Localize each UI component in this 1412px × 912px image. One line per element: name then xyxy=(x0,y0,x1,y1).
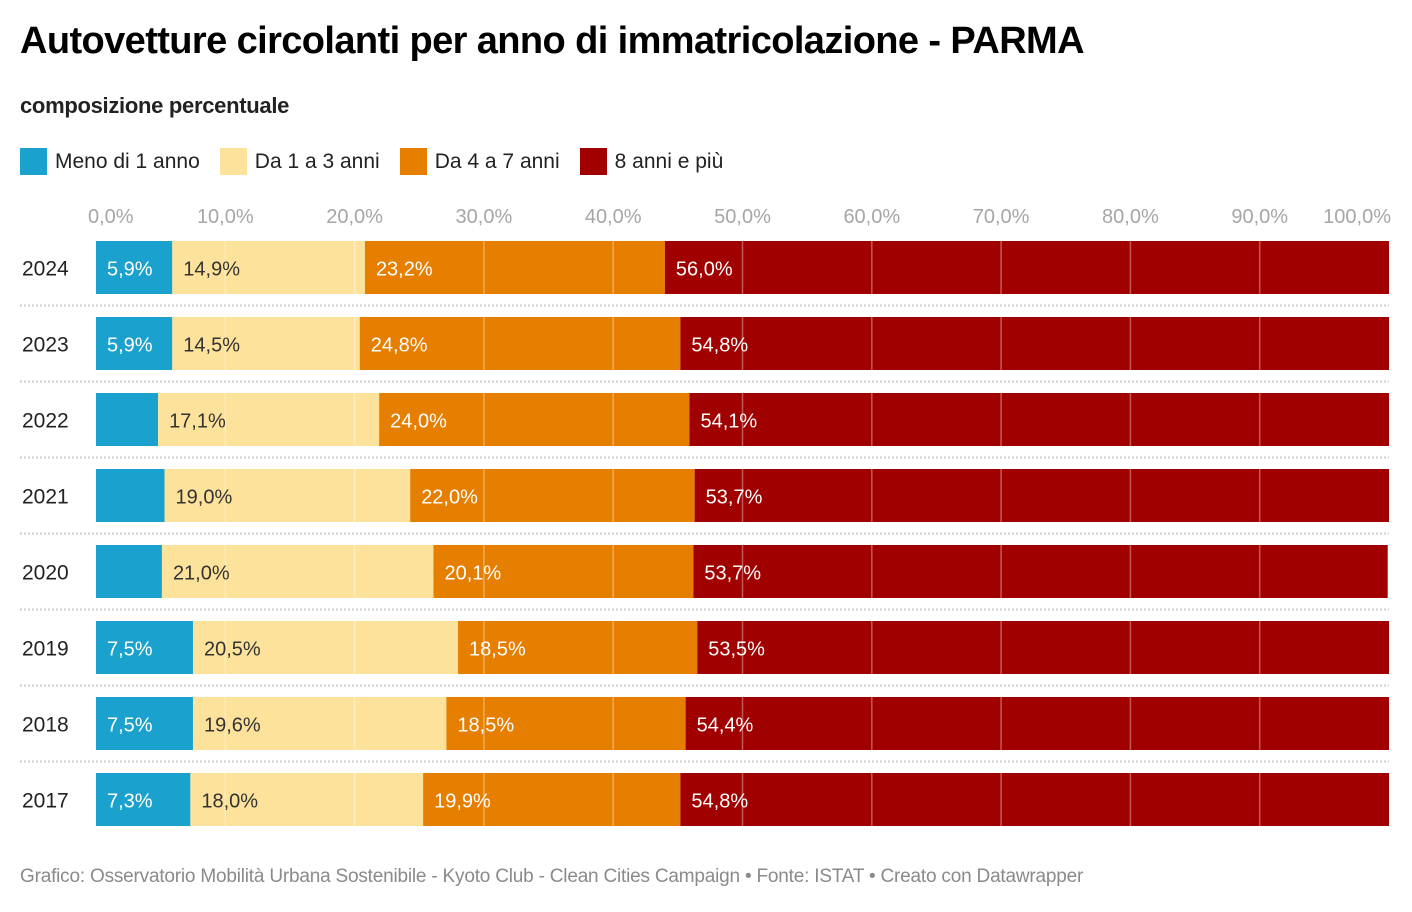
legend-label: 8 anni e più xyxy=(614,149,724,173)
y-category-label: 2024 xyxy=(22,258,69,281)
bar-segment xyxy=(364,241,665,294)
bar-segment xyxy=(96,393,159,446)
data-label: 19,6% xyxy=(204,715,261,737)
legend-item-8-anni-e-piu: 8 anni e più xyxy=(579,148,724,175)
bar-segment xyxy=(96,697,193,750)
bar-segment xyxy=(192,621,459,674)
chart-footer-credits: Grafico: Osservatorio Mobilità Urbana So… xyxy=(20,866,1084,887)
bar-segment xyxy=(423,773,681,826)
legend-item-meno-di-1-anno: Meno di 1 anno xyxy=(20,148,200,175)
data-label: 7,5% xyxy=(107,715,153,737)
x-tick-label: 20,0% xyxy=(326,206,383,228)
bar-segment xyxy=(96,621,193,674)
bar-segment xyxy=(693,545,1388,598)
chart-title: Autovetture circolanti per anno di immat… xyxy=(20,20,1085,62)
data-label: 5,9% xyxy=(107,335,153,357)
x-tick-label: 30,0% xyxy=(456,206,513,228)
bar-segment xyxy=(172,241,365,294)
stacked-bar-chart: 0,0% 10,0% 20,0% 30,0% 40,0% 50,0% 60,0% 70,0% 8… xyxy=(20,206,1391,826)
data-label: 56,0% xyxy=(676,259,733,281)
data-label: 17,1% xyxy=(169,411,226,433)
y-category-label: 2020 xyxy=(22,562,69,585)
data-label: 14,9% xyxy=(183,259,240,281)
data-label: 7,5% xyxy=(107,639,153,661)
legend-swatch xyxy=(399,148,427,175)
data-label: 7,3% xyxy=(107,791,153,813)
bar-segment xyxy=(190,773,424,826)
x-tick-label: 90,0% xyxy=(1231,206,1288,228)
x-tick-label: 80,0% xyxy=(1102,206,1159,228)
y-category-label: 2021 xyxy=(22,486,69,509)
chart-subtitle: composizione percentuale xyxy=(20,93,290,118)
bar-segment xyxy=(96,545,162,598)
y-category-label: 2023 xyxy=(22,334,69,357)
x-tick-label: 60,0% xyxy=(843,206,900,228)
bar-segment xyxy=(96,469,165,522)
data-label: 54,8% xyxy=(691,335,748,357)
y-category-label: 2019 xyxy=(22,638,69,661)
data-label: 14,5% xyxy=(183,335,240,357)
legend-item-da-4-a-7-anni: Da 4 a 7 anni xyxy=(399,148,560,175)
bar-segment xyxy=(680,317,1389,370)
bar-segment xyxy=(158,393,380,446)
bar-segment xyxy=(96,773,191,826)
legend: Meno di 1 anno Da 1 a 3 anni Da 4 a 7 an… xyxy=(20,148,743,175)
data-label: 18,0% xyxy=(201,791,258,813)
data-label: 18,5% xyxy=(469,639,526,661)
data-label: 54,4% xyxy=(697,715,754,737)
bar-segment xyxy=(664,241,1389,294)
data-label: 23,2% xyxy=(376,259,433,281)
x-tick-label: 70,0% xyxy=(973,206,1030,228)
x-tick-label: 0,0% xyxy=(88,206,134,228)
bar-segment xyxy=(192,697,447,750)
data-label: 19,9% xyxy=(434,791,491,813)
bar-segment xyxy=(680,773,1389,826)
x-tick-label: 40,0% xyxy=(585,206,642,228)
data-label: 19,0% xyxy=(176,487,233,509)
bar-segment xyxy=(96,241,173,294)
bar-segment xyxy=(694,469,1389,522)
data-label: 53,5% xyxy=(708,639,765,661)
data-label: 24,8% xyxy=(371,335,428,357)
bar-segment xyxy=(379,393,690,446)
x-tick-label: 10,0% xyxy=(197,206,254,228)
legend-label: Da 1 a 3 anni xyxy=(254,149,380,173)
legend-swatch xyxy=(219,148,247,175)
bar-segment xyxy=(410,469,695,522)
bar-segment xyxy=(161,545,434,598)
data-label: 53,7% xyxy=(706,487,763,509)
data-label: 53,7% xyxy=(704,563,761,585)
bar-segment xyxy=(433,545,694,598)
y-category-label: 2017 xyxy=(22,790,69,813)
bar-segment xyxy=(697,621,1389,674)
bar-segment xyxy=(164,469,411,522)
legend-swatch xyxy=(579,148,607,175)
bar-segment xyxy=(359,317,681,370)
bar-segment xyxy=(446,697,686,750)
data-label: 24,0% xyxy=(390,411,447,433)
bar-segment xyxy=(458,621,698,674)
y-category-label: 2022 xyxy=(22,410,69,433)
legend-label: Da 4 a 7 anni xyxy=(434,149,560,173)
data-label: 20,1% xyxy=(444,563,501,585)
data-label: 5,9% xyxy=(107,259,153,281)
x-tick-label: 100,0% xyxy=(1323,206,1391,228)
data-label: 22,0% xyxy=(421,487,478,509)
legend-swatch xyxy=(20,148,47,175)
data-label: 20,5% xyxy=(204,639,261,661)
legend-label: Meno di 1 anno xyxy=(55,149,200,173)
data-label: 54,1% xyxy=(700,411,757,433)
data-label: 18,5% xyxy=(457,715,514,737)
y-category-label: 2018 xyxy=(22,714,69,737)
bar-segment xyxy=(689,393,1389,446)
bar-segment xyxy=(685,697,1389,750)
data-label: 54,8% xyxy=(691,791,748,813)
legend-item-da-1-a-3-anni: Da 1 a 3 anni xyxy=(219,148,380,175)
x-tick-label: 50,0% xyxy=(714,206,771,228)
bar-segment xyxy=(172,317,360,370)
data-label: 21,0% xyxy=(173,563,230,585)
bar-segment xyxy=(96,317,173,370)
